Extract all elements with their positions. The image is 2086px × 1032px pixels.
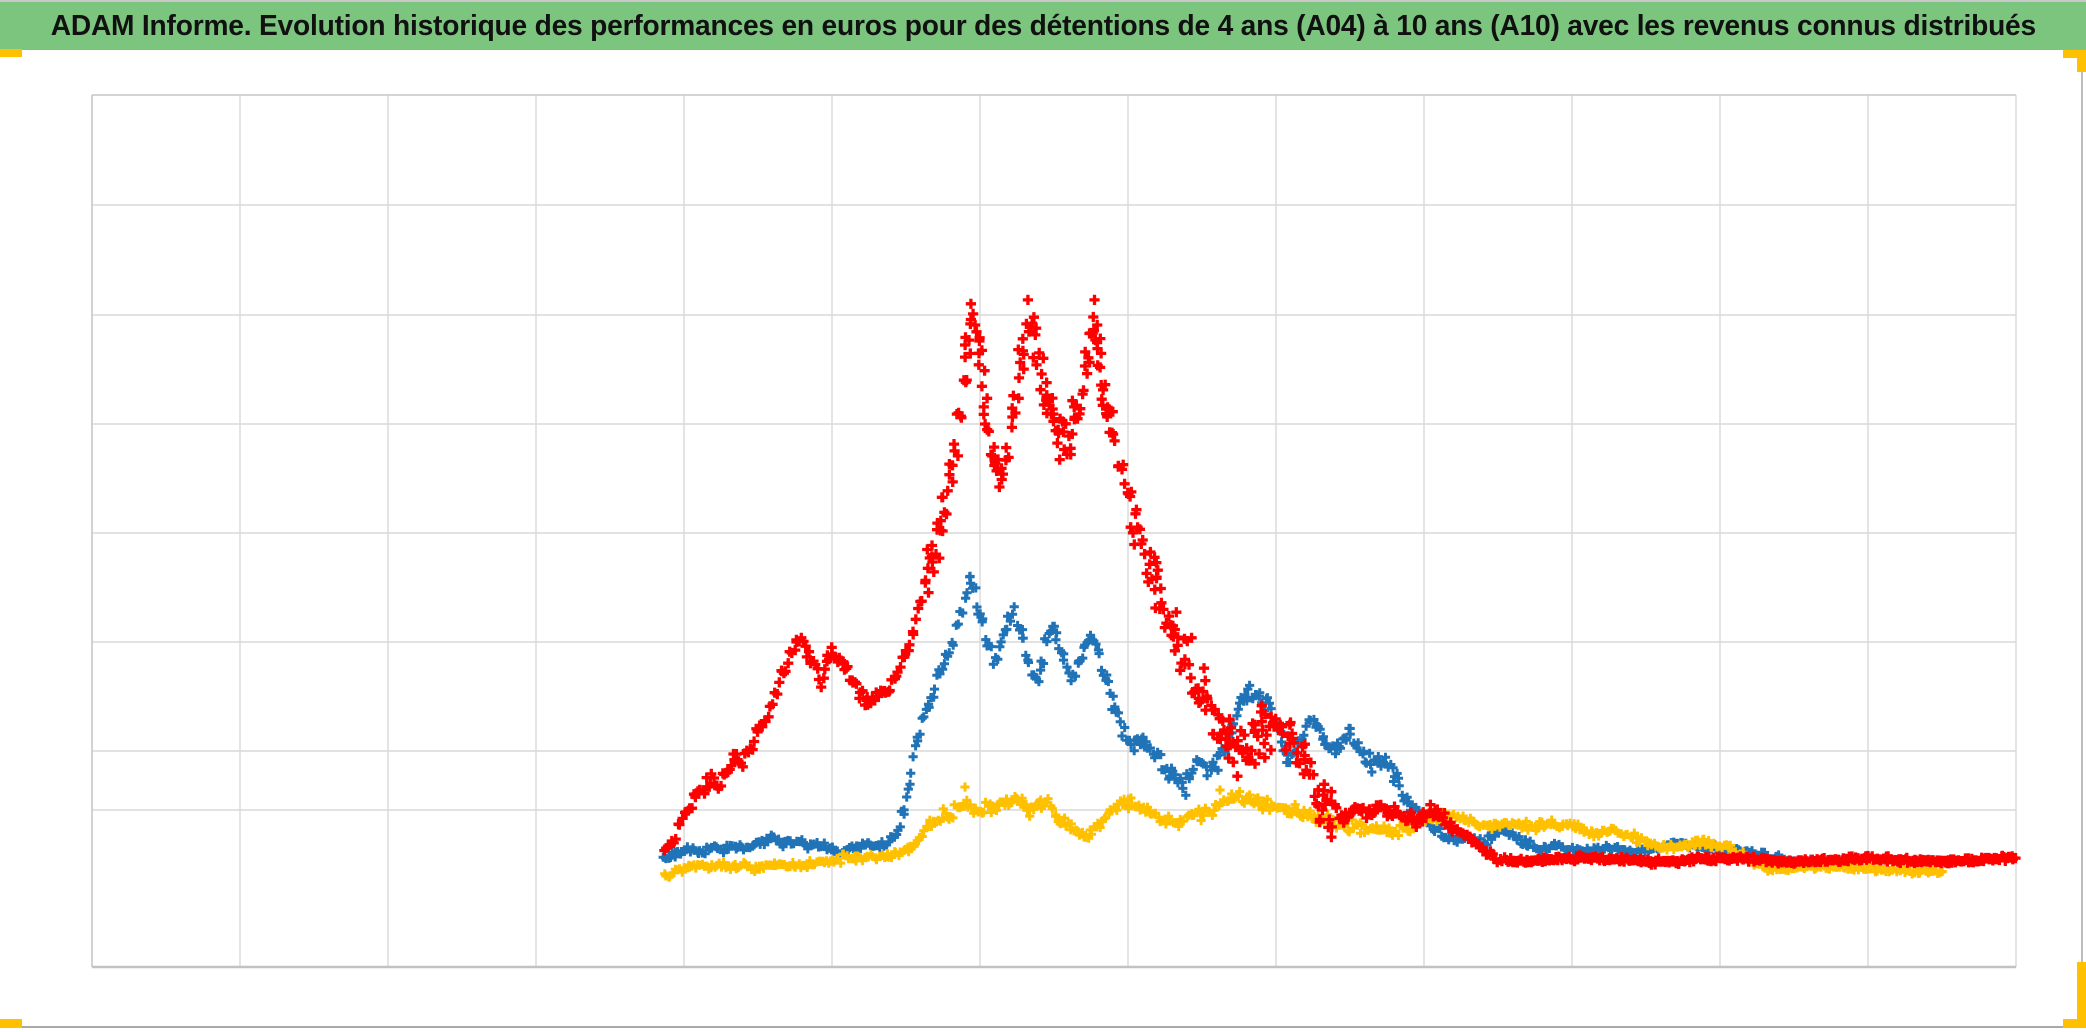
page-title: ADAM Informe. Evolution historique des p… bbox=[50, 9, 2036, 42]
slide-border-right bbox=[2081, 50, 2083, 1027]
chart-grid bbox=[91, 94, 2017, 969]
slide-border-bottom bbox=[0, 1026, 2086, 1028]
series-yellow bbox=[660, 782, 1947, 882]
accent-bottom-right-horizontal bbox=[2063, 1019, 2086, 1028]
series-red bbox=[659, 294, 2021, 870]
accent-top-left bbox=[0, 49, 22, 57]
accent-bottom-right-vertical bbox=[2077, 962, 2086, 1022]
title-bar: ADAM Informe. Evolution historique des p… bbox=[0, 2, 2086, 50]
accent-top-right-vertical bbox=[2077, 50, 2086, 72]
accent-bottom-left bbox=[0, 1019, 22, 1028]
chart-series bbox=[658, 294, 2021, 882]
slide-border-top bbox=[0, 0, 2086, 2]
accent-top-right-horizontal bbox=[2063, 50, 2086, 58]
